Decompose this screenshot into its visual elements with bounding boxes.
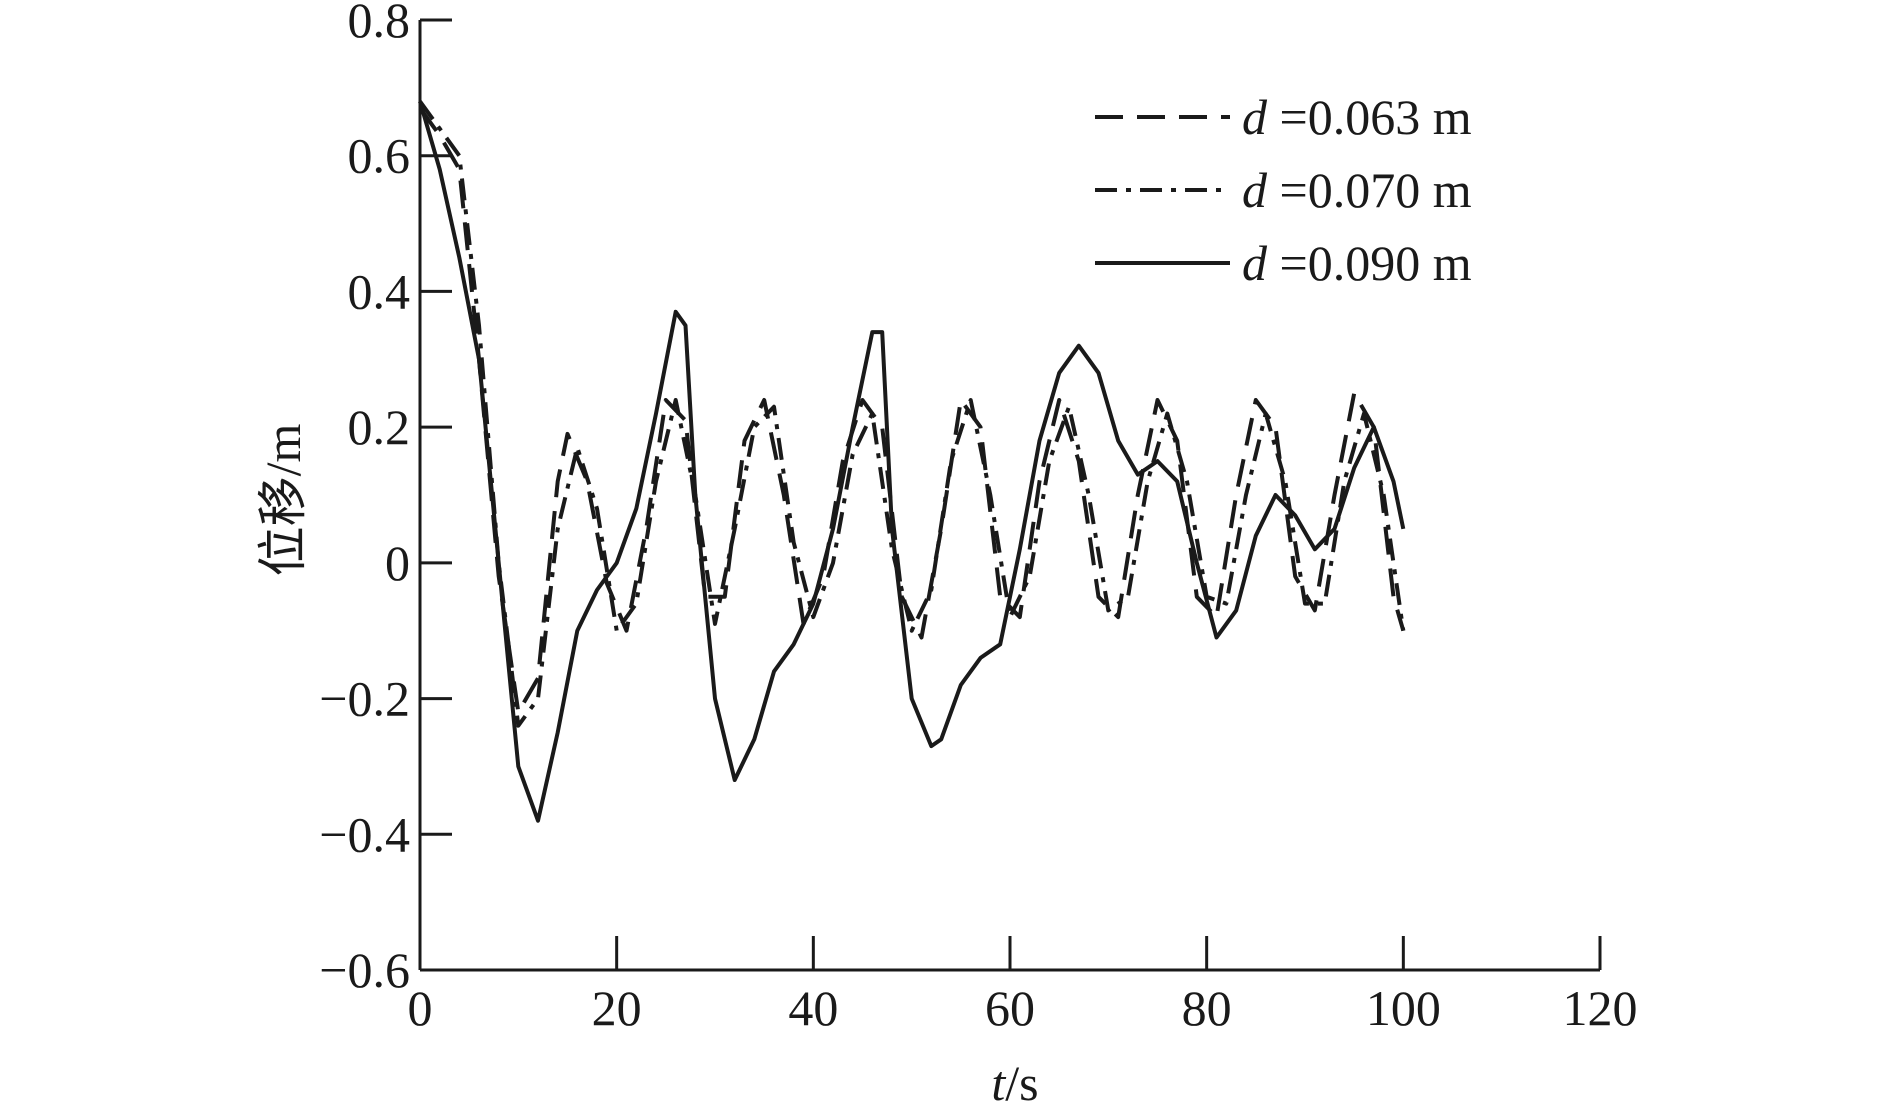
x-tick-label: 40 [788, 980, 838, 1036]
y-tick-label: 0.2 [348, 399, 411, 455]
x-tick-label: 20 [592, 980, 642, 1036]
legend-value: =0.063 m [1267, 89, 1472, 145]
series-line-3 [418, 100, 1406, 823]
series-line-2 [418, 100, 1406, 728]
y-tick-label: 0.8 [348, 0, 411, 48]
plot-series [418, 100, 1406, 823]
series-line-1 [418, 107, 1406, 715]
legend-variable: d [1242, 89, 1268, 145]
x-axis-unit: /s [1005, 1055, 1038, 1108]
y-axis-label: 位移/m [255, 424, 311, 577]
y-tick-label: −0.4 [319, 806, 410, 862]
legend-value: =0.070 m [1267, 162, 1472, 218]
y-tick-label: 0.6 [348, 128, 411, 184]
y-tick-label: −0.6 [319, 942, 410, 998]
legend-variable: d [1242, 235, 1268, 291]
legend-value: =0.090 m [1267, 235, 1472, 291]
x-axis-label: t/s [991, 1055, 1038, 1108]
y-tick-label: 0.4 [348, 263, 411, 319]
y-tick-label: 0 [385, 535, 410, 591]
x-tick-label: 120 [1563, 980, 1638, 1036]
x-tick-label: 80 [1182, 980, 1232, 1036]
x-tick-label: 60 [985, 980, 1035, 1036]
y-tick-label: −0.2 [319, 671, 410, 727]
legend: d =0.063 md =0.070 md =0.090 m [1095, 89, 1472, 291]
legend-label-2: d =0.070 m [1242, 162, 1472, 218]
legend-label-1: d =0.063 m [1242, 89, 1472, 145]
x-axis-ticks: 0 20 40 60 80 100 120 [408, 936, 1638, 1036]
x-axis-variable: t [991, 1055, 1006, 1108]
legend-variable: d [1242, 162, 1268, 218]
x-tick-label: 0 [408, 980, 433, 1036]
x-tick-label: 100 [1366, 980, 1441, 1036]
legend-label-3: d =0.090 m [1242, 235, 1472, 291]
